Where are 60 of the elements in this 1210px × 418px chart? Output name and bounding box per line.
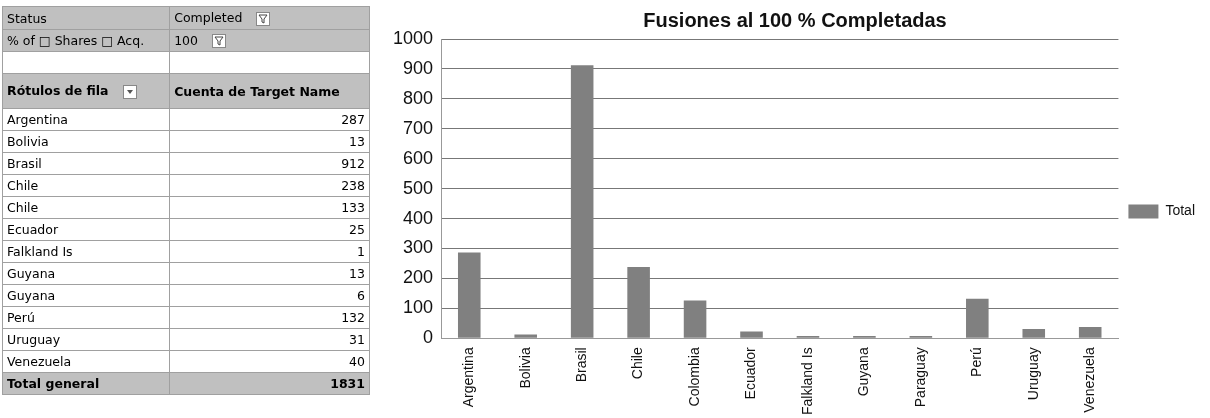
data-label: 25 xyxy=(169,218,370,241)
category-label: Falkland Is xyxy=(2,240,170,263)
text: Completed xyxy=(169,6,370,30)
y-tick-label: 200 xyxy=(403,267,434,288)
data-label: 912 xyxy=(169,152,370,175)
bar xyxy=(1078,326,1102,338)
y-tick-label: 300 xyxy=(403,237,434,258)
data-label: 40 xyxy=(169,350,370,373)
y-tick-label: 800 xyxy=(403,87,434,108)
x-tick-label: Colombia xyxy=(685,347,702,407)
data-label: 133 xyxy=(169,196,370,219)
x-tick-label: Brasil xyxy=(573,347,590,383)
data-label: 132 xyxy=(169,306,370,329)
x-tick-label: Argentina xyxy=(460,347,477,408)
data-label: 13 xyxy=(169,130,370,153)
category-label: Guyana xyxy=(2,262,170,285)
text: Cuenta de Target Name xyxy=(169,73,370,109)
data-label: 238 xyxy=(169,174,370,197)
text: % of □ Shares □ Acq. xyxy=(2,29,170,52)
y-tick-label: 900 xyxy=(403,57,434,78)
data-label: 1 xyxy=(169,240,370,263)
x-tick-label: Falkland Is xyxy=(798,347,815,416)
text: Rótulos de fila xyxy=(2,73,170,109)
text: Total general xyxy=(2,372,170,395)
bar xyxy=(1022,329,1046,338)
legend-label: Total xyxy=(1165,202,1196,219)
x-tick-label: Perú xyxy=(968,347,985,377)
chart-title: Fusiones al 100 % Completadas xyxy=(643,8,947,31)
y-tick-label: 700 xyxy=(403,117,434,138)
x-tick-label: Bolivia xyxy=(516,347,533,389)
text: 1831 xyxy=(169,372,370,395)
bar xyxy=(514,334,538,338)
bar xyxy=(740,331,763,338)
x-tick-label: Uruguay xyxy=(1024,347,1041,401)
y-tick-label: 1000 xyxy=(393,27,434,48)
data-label: 287 xyxy=(169,108,370,131)
data-label: 31 xyxy=(169,328,370,351)
category-label: Bolivia xyxy=(2,130,170,153)
x-tick-label: Chile xyxy=(629,347,646,380)
category-label: Chile xyxy=(2,196,170,219)
text: 100 xyxy=(169,29,370,52)
x-tick-label: Paraguay xyxy=(911,347,928,408)
text: Status xyxy=(2,6,170,30)
category-label: Uruguay xyxy=(2,328,170,351)
y-tick-label: 100 xyxy=(403,297,434,318)
category-label: Brasil xyxy=(2,152,170,175)
category-label: Perú xyxy=(2,306,170,329)
category-label: Ecuador xyxy=(2,218,170,241)
category-label: Guyana xyxy=(2,284,170,307)
y-tick-label: 400 xyxy=(403,207,434,228)
y-tick-label: 0 xyxy=(423,327,434,348)
category-label: Chile xyxy=(2,174,170,197)
x-tick-label: Ecuador xyxy=(742,346,759,400)
category-label: Argentina xyxy=(2,108,170,131)
x-tick-label: Guyana xyxy=(855,347,872,397)
y-tick-label: 600 xyxy=(403,147,434,168)
data-label: 13 xyxy=(169,262,370,285)
y-tick-label: 500 xyxy=(403,177,434,198)
data-label: 6 xyxy=(169,284,370,307)
x-tick-label: Venezuela xyxy=(1081,347,1098,413)
